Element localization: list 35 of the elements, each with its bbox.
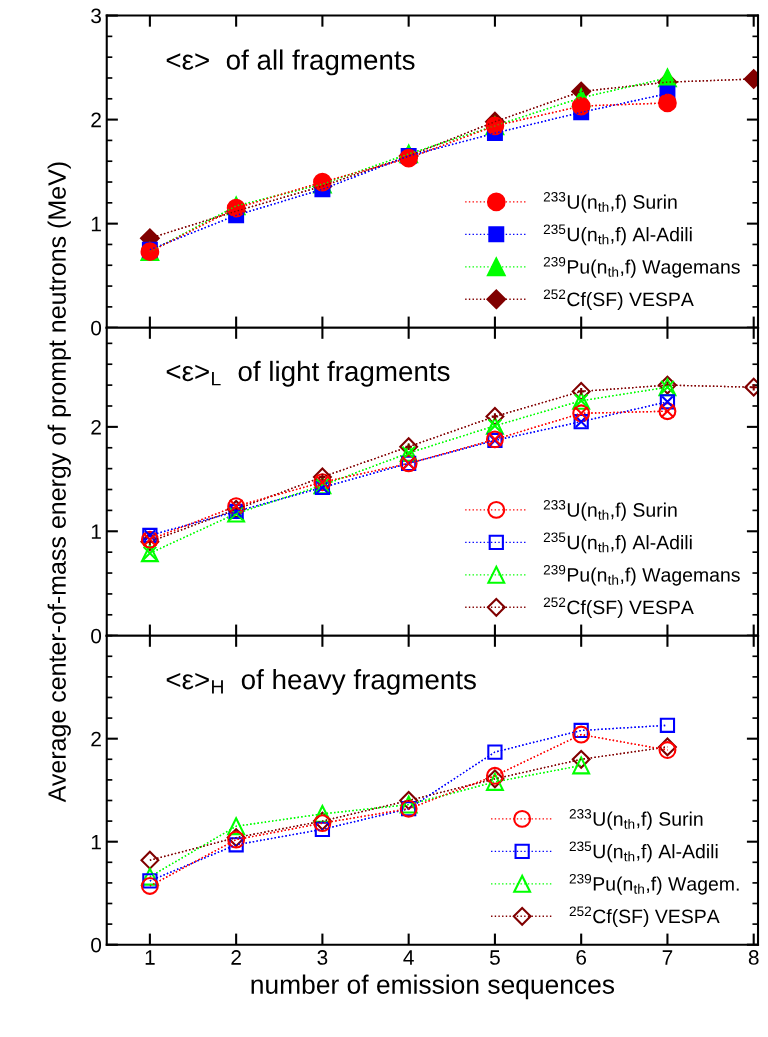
- x-tick-label: 3: [317, 950, 328, 965]
- y-tick-label: 0: [91, 628, 102, 644]
- y-tick-label: 3: [91, 8, 101, 24]
- y-tick-label: 1: [91, 834, 101, 850]
- legend-label: $^{239}$Pu(n$_{th}$,f) Wagemans: [543, 256, 740, 278]
- x-axis-title: number of emission sequences: [251, 974, 615, 1000]
- x-tick-label: 6: [576, 950, 587, 965]
- y-tick-label: 2: [91, 731, 101, 747]
- legend-label: $^{235}$U(n$_{th}$,f) Al-Adili: [569, 841, 718, 863]
- legend-label: $^{239}$Pu(n$_{th}$,f) Wagemans: [543, 564, 740, 586]
- text: <ε>$_{L}$ of light fragments: [166, 360, 450, 387]
- x-tick-label: 8: [748, 950, 759, 965]
- legend-label: $^{233}$U(n$_{th}$,f) Surin: [543, 499, 677, 521]
- x-tick-label: 1: [145, 950, 155, 965]
- legend-label: $^{233}$U(n$_{th}$,f) Surin: [543, 191, 677, 213]
- y-axis-title: Average center-of-mass energy of prompt neutrons (MeV): [47, 162, 71, 803]
- x-tick-label: 4: [403, 950, 414, 965]
- y-tick-label: 1: [91, 216, 101, 232]
- legend-label: $^{252}$Cf(SF) VESPA: [543, 289, 694, 311]
- legend-label: $^{235}$U(n$_{th}$,f) Al-Adili: [543, 532, 692, 554]
- y-tick-label: 2: [91, 419, 101, 435]
- y-tick-label: 0: [91, 937, 102, 953]
- text: <ε> of all fragments: [166, 49, 415, 76]
- legend-label: $^{252}$Cf(SF) VESPA: [569, 906, 720, 928]
- legend-label: $^{235}$U(n$_{th}$,f) Al-Adili: [543, 224, 692, 246]
- x-tick-label: 7: [662, 950, 673, 965]
- x-tick-label: 2: [231, 950, 241, 965]
- y-tick-label: 2: [91, 112, 101, 128]
- x-tick-label: 5: [489, 950, 500, 965]
- legend-label: $^{252}$Cf(SF) VESPA: [543, 597, 694, 619]
- y-tick-label: 0: [91, 320, 102, 336]
- legend-label: $^{239}$Pu(n$_{th}$,f) Wagem.: [569, 873, 739, 895]
- y-tick-label: 1: [91, 524, 101, 539]
- text: <ε>$_{H}$ of heavy fragments: [166, 668, 476, 695]
- legend-label: $^{233}$U(n$_{th}$,f) Surin: [569, 808, 703, 830]
